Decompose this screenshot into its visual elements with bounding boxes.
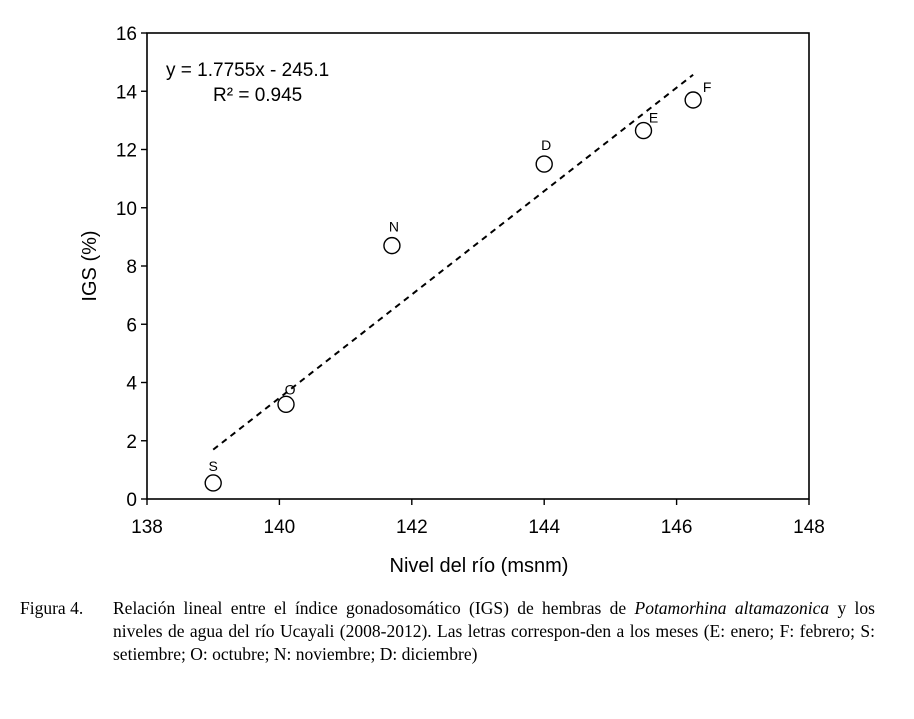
point-label-n: N: [389, 219, 399, 235]
data-point-s: [204, 474, 222, 492]
x-tick-label: 148: [793, 517, 825, 538]
point-label-o: O: [285, 381, 296, 397]
point-label-d: D: [541, 137, 551, 153]
caption-figure-number: Figura 4.: [20, 598, 84, 618]
y-axis-label: IGS (%): [79, 230, 101, 301]
x-axis-label: Nivel del río (msnm): [390, 555, 569, 577]
figure-caption: Figura 4. Relación lineal entre el índic…: [20, 597, 875, 666]
data-point-o: [277, 395, 295, 414]
y-tick-label: 8: [126, 257, 137, 278]
trendline-equation: y = 1.7755x - 245.1: [166, 60, 329, 81]
y-tick-label: 10: [116, 199, 137, 220]
data-points: S O N D E F: [204, 79, 712, 492]
y-axis-ticks: 0 2 4 6 8 10 12 14 16: [116, 24, 147, 511]
y-tick-label: 0: [126, 490, 137, 511]
caption-text-after: y los niveles de agua del río Ucayali (2…: [113, 598, 875, 664]
y-tick-label: 14: [116, 82, 138, 103]
trendline-group: [212, 73, 694, 451]
y-tick-label: 2: [126, 432, 137, 453]
x-axis-ticks: 138 140 142 144 146 148: [131, 499, 825, 538]
point-label-e: E: [649, 110, 658, 126]
data-point-n: [383, 236, 401, 255]
x-tick-label: 142: [396, 517, 428, 538]
x-tick-label: 144: [528, 517, 560, 538]
caption-species: Potamorhina altamazonica: [634, 598, 830, 618]
x-tick-label: 140: [264, 517, 296, 538]
data-point-f: [684, 91, 702, 109]
caption-text-before: Relación lineal entre el índice gonadoso…: [113, 598, 635, 618]
point-label-f: F: [703, 79, 712, 95]
x-tick-label: 146: [661, 517, 693, 538]
point-label-s: S: [209, 458, 218, 474]
caption-body: Relación lineal entre el índice gonadoso…: [113, 597, 875, 666]
data-point-e: [634, 121, 653, 140]
y-tick-label: 4: [126, 374, 137, 395]
y-tick-label: 16: [116, 24, 137, 45]
data-point-d: [535, 155, 553, 173]
y-tick-label: 6: [126, 315, 137, 336]
r-squared-label: R² = 0.945: [213, 85, 302, 106]
trendline: [212, 73, 694, 451]
x-tick-label: 138: [131, 517, 163, 538]
y-tick-label: 12: [116, 141, 137, 162]
